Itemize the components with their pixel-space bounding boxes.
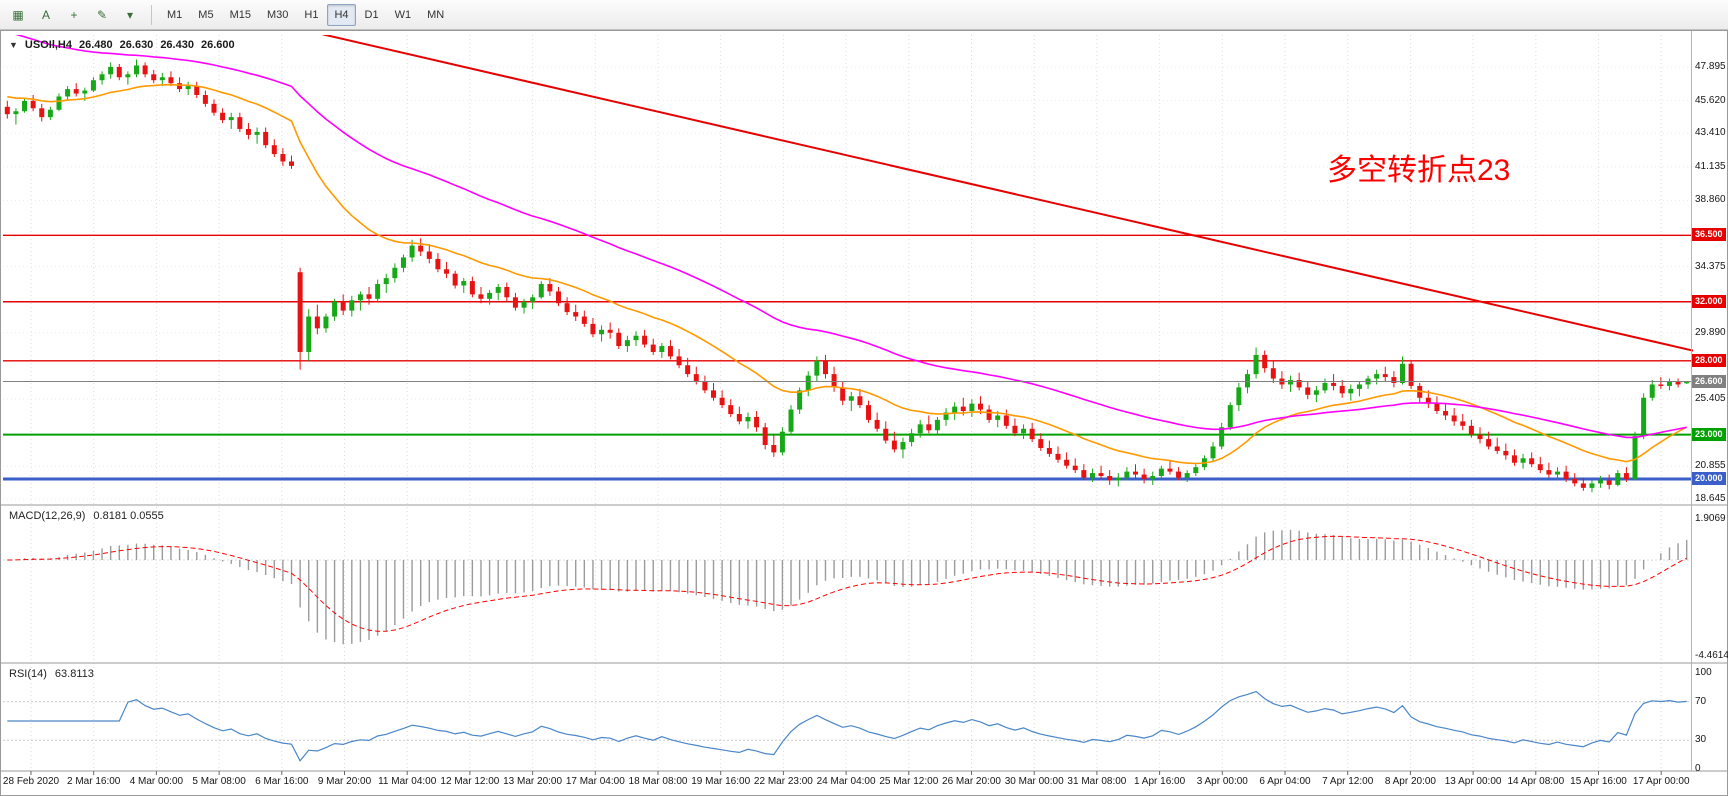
time-axis-label[interactable]: 31 Mar 08:00 [1067, 776, 1127, 787]
timeframe-button-h4[interactable]: H4 [327, 3, 356, 26]
time-axis-label[interactable]: 30 Mar 00:00 [1004, 776, 1064, 787]
price-level-badge-36.500[interactable]: 36.500 [1692, 228, 1726, 242]
time-axis-label[interactable]: 19 Mar 16:00 [691, 776, 751, 787]
ohlc-open: 26.480 [79, 39, 113, 51]
timeframe-button-h1[interactable]: H1 [304, 8, 319, 21]
timeframe-toolbar: M1 M5 M15 M30 H1 H4 D1 W1 MN [160, 3, 451, 26]
time-axis-label[interactable]: 17 Apr 00:00 [1632, 776, 1690, 787]
price-axis-label[interactable]: 45.620 [1695, 94, 1726, 106]
time-axis-label[interactable]: 5 Mar 08:00 [192, 776, 246, 787]
rsi-axis-label: 70 [1695, 695, 1707, 707]
chart-text-annotation[interactable]: 多空转折点23 [1327, 154, 1511, 187]
symbol-timeframe-label: USOIl,H4 [24, 39, 72, 51]
time-axis-label[interactable]: 8 Apr 20:00 [1384, 776, 1436, 787]
price-level-badge-32.000[interactable]: 32.000 [1692, 294, 1726, 308]
price-axis-label[interactable]: 47.895 [1695, 61, 1726, 72]
rsi-pane [7, 690, 1687, 762]
macd-axis-max: 1.9069 [1695, 512, 1726, 524]
time-axis-label[interactable]: 17 Mar 04:00 [565, 776, 625, 787]
price-level-badge-20.000[interactable]: 20.000 [1692, 471, 1726, 485]
toolbar: ▦ A + ✎ ▾ M1 M5 M15 M30 H1 H4 D1 W1 MN [0, 0, 1728, 30]
candles [4, 59, 1690, 493]
price-axis-label[interactable]: 41.135 [1695, 160, 1726, 172]
time-axis-label[interactable]: 13 Mar 20:00 [503, 776, 563, 787]
time-axis-label[interactable]: 6 Apr 04:00 [1259, 776, 1311, 787]
ma-fast-line [7, 83, 1688, 465]
time-axis-label[interactable]: 11 Mar 04:00 [378, 776, 437, 787]
time-axis-label[interactable]: 14 Apr 08:00 [1507, 776, 1565, 787]
price-axis-label[interactable]: 25.405 [1695, 393, 1726, 405]
toolbar-tools: ▦ A + ✎ ▾ [5, 4, 143, 26]
timeframe-button-d1[interactable]: D1 [364, 8, 379, 21]
chart-canvas[interactable] [1, 31, 1727, 795]
current-price-badge: 26.600 [1692, 374, 1726, 388]
ohlc-header: ▼ USOIl,H4 26.480 26.630 26.430 26.600 [9, 39, 235, 51]
macd-axis-min: -4.4614 [1695, 649, 1728, 661]
time-axis-label[interactable]: 15 Apr 16:00 [1570, 776, 1627, 787]
macd-values: 0.8181 0.0555 [93, 510, 164, 522]
rsi-name: RSI(14) [9, 668, 47, 680]
time-axis-label[interactable]: 9 Mar 20:00 [317, 776, 372, 787]
price-axis-label[interactable]: 18.645 [1695, 492, 1726, 504]
time-axis-label[interactable]: 18 Mar 08:00 [628, 776, 688, 787]
time-axis-label[interactable]: 4 Mar 00:00 [129, 776, 184, 787]
macd-name: MACD(12,26,9) [9, 510, 86, 522]
draw-tool-dropdown-icon[interactable]: ▾ [126, 7, 134, 22]
timeframe-button-m5[interactable]: M5 [198, 8, 214, 21]
rsi-indicator-label: RSI(14) 63.8113 [9, 668, 94, 680]
rsi-value: 63.8113 [54, 668, 94, 680]
price-axis-label[interactable]: 29.890 [1695, 326, 1726, 338]
crosshair-tool-icon[interactable]: + [70, 7, 78, 22]
rsi-axis-label: 0 [1695, 763, 1701, 774]
time-axis-label[interactable]: 6 Mar 16:00 [255, 776, 309, 787]
rsi-axis-label: 100 [1695, 667, 1712, 678]
draw-tool-icon[interactable]: ✎ [96, 7, 108, 22]
rsi-axis-label: 30 [1695, 734, 1707, 746]
timeframe-button-m15[interactable]: M15 [229, 8, 251, 21]
time-axis-label[interactable]: 25 Mar 12:00 [879, 776, 939, 787]
chart-window[interactable]: ▼ USOIl,H4 26.480 26.630 26.430 26.600 多… [0, 30, 1728, 796]
text-tool-icon[interactable]: A [41, 7, 50, 22]
price-axis-label[interactable]: 34.375 [1695, 260, 1726, 272]
macd-pane [7, 529, 1688, 645]
price-axis-label[interactable]: 38.860 [1695, 194, 1726, 206]
macd-signal-line [7, 535, 1687, 632]
price-axis-label[interactable]: 43.410 [1695, 127, 1726, 139]
time-axis-label[interactable]: 12 Mar 12:00 [440, 776, 500, 787]
time-axis-label[interactable]: 7 Apr 12:00 [1322, 776, 1374, 787]
descending-trendline[interactable] [266, 31, 1721, 357]
ohlc-close: 26.600 [200, 39, 235, 51]
price-level-badge-28.000[interactable]: 28.000 [1692, 353, 1726, 367]
chart-menu-arrow-icon[interactable]: ▼ [9, 40, 18, 50]
toolbar-separator [151, 4, 152, 25]
time-axis-label[interactable]: 28 Feb 2020 [2, 776, 60, 787]
time-axis-label[interactable]: 13 Apr 00:00 [1444, 776, 1502, 787]
rsi-line [7, 690, 1687, 762]
timeframe-button-mn[interactable]: MN [427, 8, 445, 21]
ohlc-low: 26.430 [160, 39, 194, 51]
ma-slow-line [15, 35, 1687, 439]
timeframe-button-w1[interactable]: W1 [394, 8, 412, 21]
timeframe-button-m1[interactable]: M1 [167, 8, 183, 21]
price-pane [3, 31, 1721, 493]
macd-indicator-label: MACD(12,26,9) 0.8181 0.0555 [9, 510, 164, 522]
chart-grid-icon[interactable]: ▦ [12, 7, 24, 22]
ohlc-high: 26.630 [119, 39, 154, 51]
time-axis-label[interactable]: 1 Apr 16:00 [1134, 776, 1186, 787]
timeframe-button-m30[interactable]: M30 [266, 8, 289, 21]
time-axis-label[interactable]: 2 Mar 16:00 [67, 776, 121, 787]
time-axis-label[interactable]: 26 Mar 20:00 [942, 776, 1001, 787]
time-axis-label[interactable]: 24 Mar 04:00 [816, 776, 876, 787]
price-axis-label[interactable]: 20.855 [1695, 460, 1726, 472]
price-level-badge-23.000[interactable]: 23.000 [1692, 427, 1726, 441]
time-axis-label[interactable]: 22 Mar 23:00 [753, 776, 813, 787]
time-axis-label[interactable]: 3 Apr 00:00 [1196, 776, 1248, 787]
